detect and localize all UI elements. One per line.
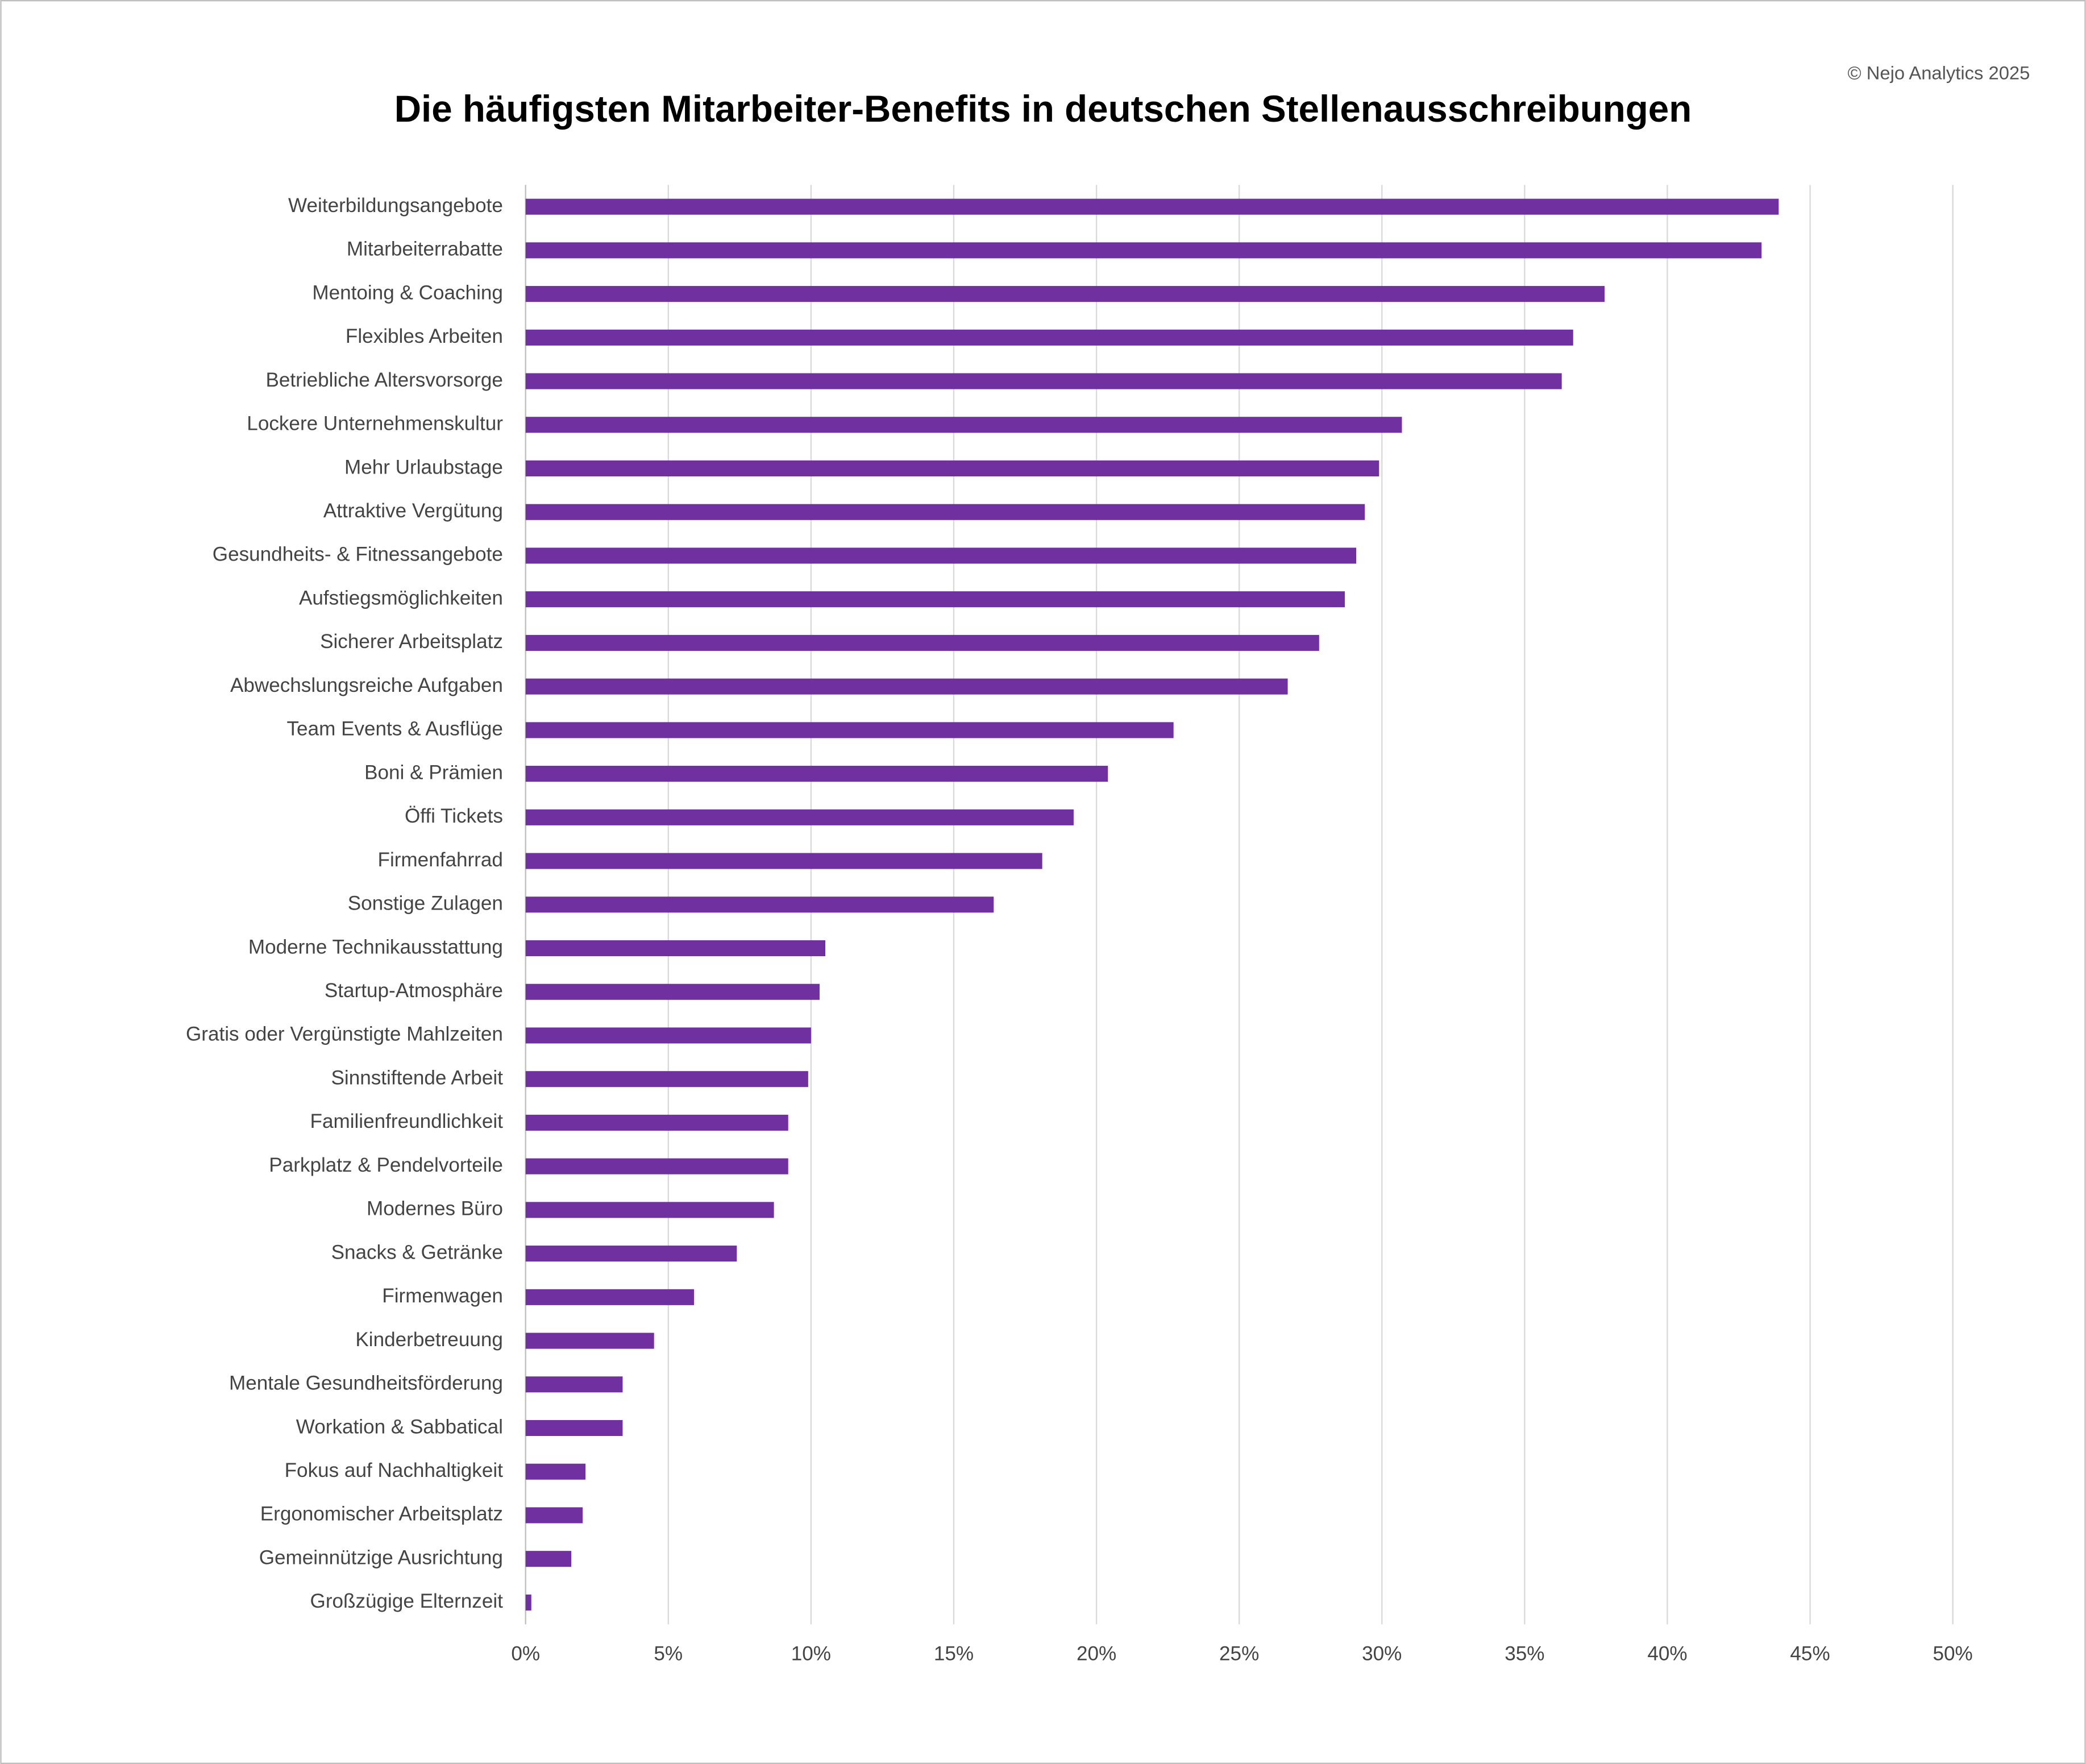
bar: [525, 198, 1779, 215]
x-tick-label: 30%: [1362, 1642, 1402, 1665]
x-tick-label: 15%: [934, 1642, 974, 1665]
y-tick-label: Mentale Gesundheitsförderung: [229, 1372, 503, 1394]
bar: [525, 983, 820, 1000]
bar: [525, 896, 994, 913]
bar: [525, 1027, 811, 1044]
bar: [525, 504, 1365, 520]
y-tick-label: Familienfreundlichkeit: [310, 1110, 504, 1132]
bar: [525, 460, 1379, 477]
y-tick-label: Boni & Prämien: [364, 761, 503, 783]
bar: [525, 1158, 788, 1174]
x-tick-label: 5%: [654, 1642, 683, 1665]
x-tick-label: 25%: [1219, 1642, 1259, 1665]
bar: [525, 634, 1319, 651]
y-tick-label: Sinnstiftende Arbeit: [331, 1066, 504, 1089]
bar: [525, 242, 1762, 259]
y-tick-label: Fokus auf Nachhaltigkeit: [285, 1459, 504, 1481]
bar: [525, 1333, 654, 1349]
y-tick-label: Lockere Unternehmenskultur: [247, 413, 503, 435]
y-tick-label: Attraktive Vergütung: [323, 500, 503, 522]
y-tick-label: Mitarbeiterrabatte: [347, 238, 503, 260]
y-tick-label: Weiterbildungsangebote: [288, 194, 503, 217]
x-tick-label: 35%: [1505, 1642, 1544, 1665]
y-tick-label: Snacks & Getränke: [331, 1241, 503, 1263]
x-tick-label: 50%: [1933, 1642, 1973, 1665]
y-tick-label: Parkplatz & Pendelvorteile: [269, 1154, 503, 1176]
y-tick-label: Großzügige Elternzeit: [310, 1590, 504, 1612]
bar: [525, 678, 1288, 695]
bar: [525, 1463, 586, 1480]
y-tick-label: Gesundheits- & Fitnessangebote: [213, 543, 503, 566]
y-tick-label: Modernes Büro: [367, 1198, 503, 1220]
chart-title: Die häufigsten Mitarbeiter-Benefits in d…: [394, 88, 1692, 130]
y-tick-label: Moderne Technikausstattung: [248, 936, 503, 958]
bar: [525, 1202, 774, 1218]
x-tick-label: 40%: [1647, 1642, 1687, 1665]
y-tick-label: Gratis oder Vergünstigte Mahlzeiten: [186, 1023, 503, 1045]
y-tick-label: Workation & Sabbatical: [296, 1416, 503, 1438]
x-tick-label: 20%: [1077, 1642, 1116, 1665]
bar: [525, 722, 1174, 738]
y-tick-label: Team Events & Ausflüge: [287, 718, 503, 740]
bar: [525, 1507, 583, 1524]
y-tick-label: Flexibles Arbeiten: [346, 325, 503, 347]
credit: © Nejo Analytics 2025: [1847, 63, 2030, 84]
bar: [525, 417, 1402, 433]
bar: [525, 591, 1345, 608]
y-tick-label: Sicherer Arbeitsplatz: [320, 630, 503, 653]
bar: [525, 1071, 808, 1088]
bar: [525, 1289, 694, 1305]
x-tick-label: 0%: [511, 1642, 540, 1665]
bar: [525, 1594, 531, 1611]
bar: [525, 1246, 737, 1262]
bar: [525, 1114, 788, 1131]
y-tick-label: Aufstiegsmöglichkeiten: [299, 587, 503, 609]
x-tick-label: 45%: [1790, 1642, 1830, 1665]
x-tick-label: 10%: [791, 1642, 831, 1665]
y-tick-label: Startup-Atmosphäre: [325, 979, 503, 1002]
y-tick-label: Ergonomischer Arbeitsplatz: [260, 1503, 503, 1525]
bar: [525, 1551, 572, 1567]
bar: [525, 373, 1562, 389]
y-tick-label: Kinderbetreuung: [355, 1329, 503, 1351]
bar: [525, 809, 1074, 825]
y-tick-label: Mentoing & Coaching: [312, 281, 503, 304]
y-tick-label: Mehr Urlaubstage: [344, 456, 503, 478]
y-tick-label: Gemeinnützige Ausrichtung: [259, 1546, 503, 1568]
y-tick-label: Sonstige Zulagen: [348, 893, 503, 915]
y-tick-label: Firmenfahrrad: [378, 849, 503, 871]
bar: [525, 1376, 623, 1393]
bar: [525, 547, 1357, 564]
bar: [525, 940, 825, 957]
bar: [525, 853, 1042, 869]
bar: [525, 329, 1573, 346]
bar: [525, 766, 1108, 782]
bar: [525, 286, 1605, 302]
y-tick-label: Abwechslungsreiche Aufgaben: [230, 674, 503, 696]
y-tick-label: Betriebliche Altersvorsorge: [265, 369, 502, 391]
y-tick-label: Öffi Tickets: [405, 805, 503, 827]
y-tick-label: Firmenwagen: [382, 1285, 503, 1307]
bar: [525, 1419, 623, 1437]
